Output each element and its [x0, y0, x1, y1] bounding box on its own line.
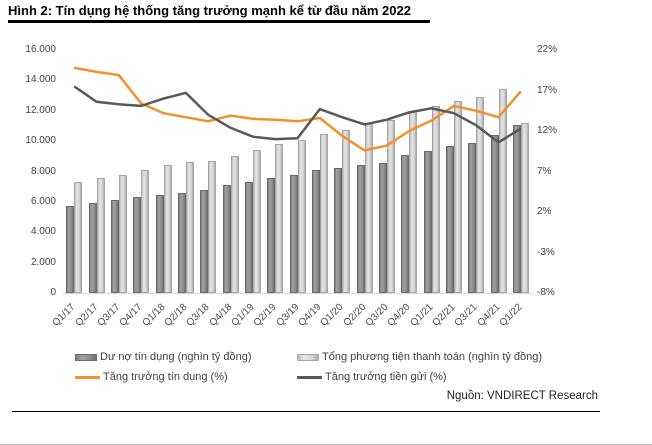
credit-balance-bar-Q1/19	[244, 182, 253, 293]
left-axis-tick: 6.000	[30, 195, 56, 207]
combo-chart: 16.000 14.000 12.000 10.000 8.000 6.000 4.000 2…	[25, 44, 558, 329]
m2-bar-Q2/18	[185, 162, 194, 293]
light-bar-swatch-icon	[297, 353, 319, 361]
right-axis-tick: 12%	[537, 125, 558, 136]
m2-bar-Q1/18	[163, 165, 172, 293]
dark-bar-swatch-icon	[75, 353, 97, 361]
legend-label: Dư nợ tín dụng (nghìn tỷ đồng)	[100, 351, 252, 363]
m2-bar-Q1/20	[342, 130, 351, 293]
m2-bar-Q1/21	[431, 106, 440, 293]
title-underline	[8, 20, 430, 23]
left-axis-tick: 0	[50, 287, 56, 298]
left-axis-tick: 12.000	[25, 104, 56, 116]
left-axis-tick: 14.000	[25, 74, 56, 86]
left-axis-tick: 4.000	[30, 226, 56, 238]
credit-balance-bar-Q1/17	[66, 206, 75, 293]
x-axis-line	[63, 293, 533, 294]
m2-bar-Q2/19	[275, 144, 284, 293]
credit-balance-bar-Q4/20	[401, 154, 410, 293]
m2-bar-Q3/19	[297, 140, 306, 293]
left-axis-tick: 16.000	[25, 44, 56, 55]
m2-bar-Q3/20	[386, 119, 395, 293]
m2-bar-Q4/20	[409, 110, 418, 293]
m2-bar-Q4/17	[141, 169, 150, 293]
credit-balance-bar-Q2/20	[356, 165, 365, 293]
bottom-rule	[12, 411, 600, 412]
credit-balance-bar-Q3/17	[110, 200, 119, 293]
credit-balance-bar-Q1/20	[334, 168, 343, 293]
left-axis-tick: 10.000	[25, 135, 56, 147]
right-axis-tick: -8%	[537, 287, 555, 298]
legend-item-m2: Tổng phương tiện thanh toán (nghìn tỷ đồ…	[297, 347, 542, 367]
credit-balance-bar-Q2/19	[267, 177, 276, 293]
m2-bar-Q4/18	[230, 156, 239, 293]
legend-item-credit-balance: Dư nợ tín dụng (nghìn tỷ đồng)	[75, 347, 252, 367]
credit-balance-bar-Q2/21	[445, 145, 454, 293]
credit-balance-bar-Q1/21	[423, 150, 432, 293]
chart-title: Hình 2: Tín dụng hệ thống tăng trưởng mạ…	[8, 3, 411, 18]
legend-item-deposit-growth: Tăng trưởng tiền gửi (%)	[297, 367, 447, 387]
right-axis-tick: 17%	[537, 84, 558, 96]
credit-balance-bar-Q3/20	[378, 163, 387, 293]
right-axis-tick: 22%	[537, 44, 558, 55]
m2-bar-Q2/21	[453, 100, 462, 293]
m2-bar-Q3/21	[476, 97, 485, 293]
legend-label: Tăng trưởng tín dụng (%)	[103, 371, 228, 383]
legend-label: Tăng trưởng tiền gửi (%)	[325, 371, 447, 383]
credit-balance-bar-Q3/19	[289, 174, 298, 293]
credit-balance-bar-Q4/19	[311, 169, 320, 293]
credit-balance-bar-Q3/18	[200, 189, 209, 293]
legend-label: Tổng phương tiện thanh toán (nghìn tỷ đồ…	[322, 351, 543, 363]
credit-balance-bar-Q3/21	[468, 143, 477, 293]
source-credit: Nguồn: VNDIRECT Research	[446, 390, 598, 402]
credit-balance-bar-Q4/18	[222, 185, 231, 293]
credit-balance-bar-Q4/21	[490, 135, 499, 293]
orange-line-swatch-icon	[75, 375, 100, 379]
m2-bar-Q4/19	[319, 134, 328, 293]
credit-balance-bar-Q1/22	[512, 125, 521, 293]
left-axis-tick: 8.000	[30, 165, 56, 177]
m2-bar-Q1/19	[252, 150, 261, 293]
right-axis-tick: -3%	[537, 246, 555, 258]
m2-bar-Q3/17	[118, 174, 127, 293]
m2-bar-Q4/21	[498, 89, 507, 293]
credit-balance-bar-Q4/17	[133, 197, 142, 293]
left-axis-tick: 2.000	[30, 256, 56, 268]
right-axis-tick: 2%	[537, 206, 552, 217]
gray-line-swatch-icon	[297, 375, 322, 379]
credit-balance-bar-Q1/18	[155, 195, 164, 293]
legend-item-credit-growth: Tăng trưởng tín dụng (%)	[75, 367, 228, 387]
right-axis-tick: 7%	[537, 165, 552, 177]
m2-bar-Q3/18	[208, 160, 217, 293]
credit-balance-bar-Q2/17	[88, 203, 97, 293]
credit-balance-bar-Q2/18	[177, 192, 186, 293]
m2-bar-Q1/22	[520, 122, 529, 293]
plot-area	[63, 50, 532, 293]
m2-bar-Q2/17	[96, 178, 105, 293]
m2-bar-Q1/17	[74, 182, 83, 293]
m2-bar-Q2/20	[364, 124, 373, 293]
